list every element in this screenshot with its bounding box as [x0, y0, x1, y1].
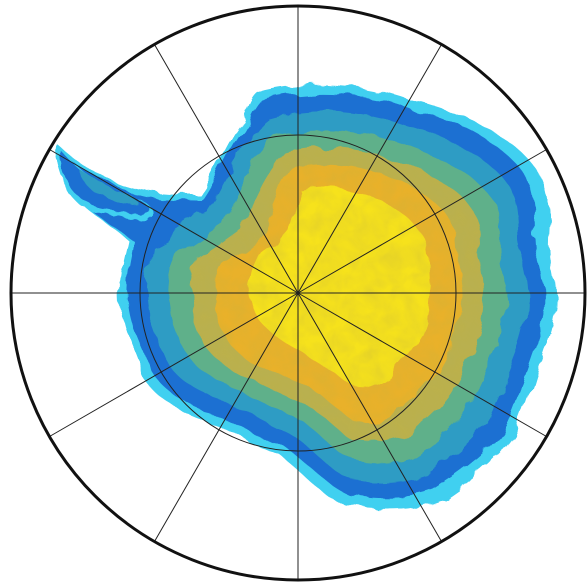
meridian-line: [49, 292, 299, 437]
meridian-line: [49, 149, 299, 294]
graticule: [11, 6, 585, 580]
peninsula-ridge: [78, 168, 138, 206]
meridian-line: [297, 44, 442, 294]
meridian-line: [154, 44, 299, 294]
latitude-circle: [139, 134, 457, 452]
antarctica-continent: [56, 84, 557, 509]
interior-texture: [189, 146, 485, 443]
meridian-line: [297, 292, 442, 542]
map-boundary-circle: [9, 4, 587, 582]
meridian-line: [297, 292, 547, 437]
meridian-line: [297, 149, 547, 294]
meridian-line: [154, 292, 299, 542]
